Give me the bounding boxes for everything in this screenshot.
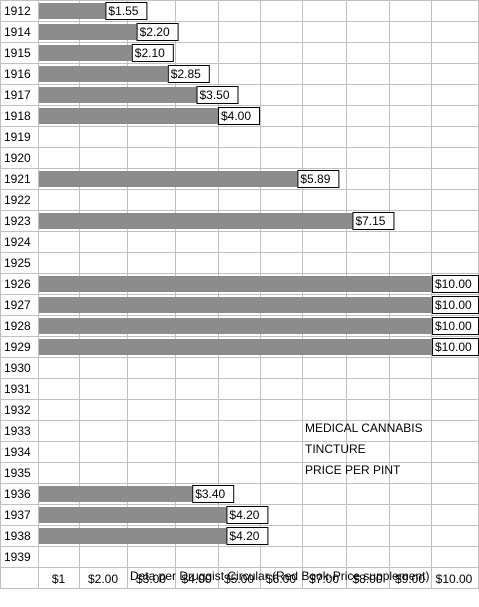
year-label: 1928 bbox=[4, 319, 31, 333]
x-tick-label: $5.00 bbox=[224, 572, 254, 586]
value-label-box bbox=[105, 2, 148, 20]
bar bbox=[39, 297, 477, 313]
year-label: 1922 bbox=[4, 193, 31, 207]
value-label: $7.15 bbox=[355, 214, 385, 228]
year-label: 1919 bbox=[4, 130, 31, 144]
year-label: 1933 bbox=[4, 424, 31, 438]
value-label-box bbox=[192, 485, 235, 503]
year-label: 1934 bbox=[4, 445, 31, 459]
value-label-box bbox=[226, 527, 269, 545]
year-label: 1932 bbox=[4, 403, 31, 417]
annotation-line-1: MEDICAL CANNABIS bbox=[305, 421, 423, 435]
year-label: 1923 bbox=[4, 214, 31, 228]
year-label: 1918 bbox=[4, 109, 31, 123]
footnote: Data per Druggist Circular (Red Book-Pri… bbox=[130, 569, 429, 583]
bar bbox=[39, 318, 477, 334]
year-label: 1917 bbox=[4, 88, 31, 102]
value-label: $3.40 bbox=[195, 487, 225, 501]
value-label: $4.20 bbox=[229, 529, 259, 543]
value-label-box bbox=[196, 86, 239, 104]
bar bbox=[39, 24, 137, 40]
x-tick-label: $2.00 bbox=[88, 572, 118, 586]
x-tick-label: $6.00 bbox=[266, 572, 296, 586]
x-tick-label: $9.00 bbox=[395, 572, 425, 586]
bar bbox=[39, 45, 132, 61]
year-labels: 1912 1914 1915 1916 1917 1918 1919 1920 1921 1922… bbox=[4, 4, 31, 564]
year-label: 1925 bbox=[4, 256, 31, 270]
bar bbox=[39, 3, 106, 19]
value-label-box bbox=[167, 65, 210, 83]
bar bbox=[39, 66, 168, 82]
year-label: 1927 bbox=[4, 298, 31, 312]
x-tick-label: $3.00 bbox=[136, 572, 166, 586]
value-label-box bbox=[131, 44, 174, 62]
year-label: 1921 bbox=[4, 172, 31, 186]
year-label: 1916 bbox=[4, 67, 31, 81]
year-label: 1939 bbox=[4, 550, 31, 564]
value-label: $10.00 bbox=[435, 277, 472, 291]
year-label: 1915 bbox=[4, 46, 31, 60]
value-label-box bbox=[218, 107, 260, 125]
value-label: $4.00 bbox=[221, 109, 251, 123]
value-label: $10.00 bbox=[435, 298, 472, 312]
year-label: 1930 bbox=[4, 361, 31, 375]
bar bbox=[39, 108, 218, 124]
annotation-line-3: PRICE PER PINT bbox=[305, 463, 401, 477]
bar bbox=[39, 87, 197, 103]
value-label: $2.85 bbox=[171, 67, 201, 81]
value-label: $4.20 bbox=[229, 508, 259, 522]
x-tick-label: $4.00 bbox=[181, 572, 211, 586]
bar bbox=[39, 276, 477, 292]
year-label: 1924 bbox=[4, 235, 31, 249]
year-label: 1936 bbox=[4, 487, 31, 501]
bars bbox=[39, 3, 477, 544]
bar bbox=[39, 339, 477, 355]
bar bbox=[39, 528, 227, 544]
value-label: $5.89 bbox=[300, 172, 330, 186]
value-label: $10.00 bbox=[435, 319, 472, 333]
bar bbox=[39, 486, 193, 502]
value-label: $1.55 bbox=[108, 4, 138, 18]
bar bbox=[39, 171, 298, 187]
bar bbox=[39, 213, 353, 229]
x-tick-labels: $1 $2.00 $3.00 $4.00 $5.00 $6.00 $7.00 $8.00 $9.… bbox=[52, 572, 473, 586]
value-label-box bbox=[352, 212, 395, 230]
x-tick-label: $8.00 bbox=[352, 572, 382, 586]
x-tick-label: $7.00 bbox=[309, 572, 339, 586]
x-tick-label: $1 bbox=[52, 572, 66, 586]
year-label: 1937 bbox=[4, 508, 31, 522]
value-label: $2.10 bbox=[135, 46, 165, 60]
bar bbox=[39, 507, 227, 523]
year-label: 1935 bbox=[4, 466, 31, 480]
year-label: 1914 bbox=[4, 25, 31, 39]
year-label: 1931 bbox=[4, 382, 31, 396]
value-label: $3.50 bbox=[200, 88, 230, 102]
value-label-box bbox=[136, 23, 179, 41]
annotation-line-2: TINCTURE bbox=[305, 442, 366, 456]
year-label: 1938 bbox=[4, 529, 31, 543]
year-label: 1912 bbox=[4, 4, 31, 18]
value-label-box bbox=[297, 170, 340, 188]
value-label: $10.00 bbox=[435, 340, 472, 354]
x-tick-label: $10.00 bbox=[436, 572, 473, 586]
value-labels: $1.55$2.20 $2.10 $2.85 $3.50 $4.00 $5.89 $7.15… bbox=[105, 2, 479, 545]
value-label: $2.20 bbox=[140, 25, 170, 39]
value-label-box bbox=[226, 506, 269, 524]
year-label: 1920 bbox=[4, 151, 31, 165]
year-label: 1926 bbox=[4, 277, 31, 291]
year-label: 1929 bbox=[4, 340, 31, 354]
